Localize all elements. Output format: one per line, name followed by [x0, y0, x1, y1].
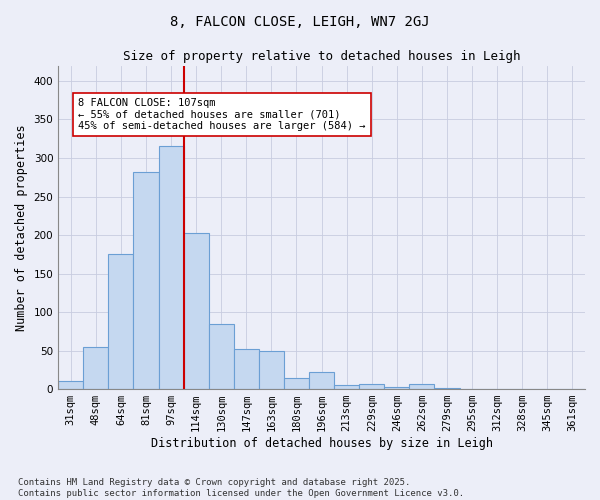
- Bar: [309, 372, 334, 389]
- X-axis label: Distribution of detached houses by size in Leigh: Distribution of detached houses by size …: [151, 437, 493, 450]
- Bar: [83, 348, 109, 389]
- Text: 8, FALCON CLOSE, LEIGH, WN7 2GJ: 8, FALCON CLOSE, LEIGH, WN7 2GJ: [170, 15, 430, 29]
- Bar: [284, 378, 309, 389]
- Bar: [234, 349, 259, 389]
- Bar: [158, 146, 184, 389]
- Bar: [209, 324, 234, 389]
- Bar: [334, 385, 359, 389]
- Bar: [133, 172, 158, 389]
- Bar: [434, 388, 460, 389]
- Bar: [184, 234, 209, 389]
- Title: Size of property relative to detached houses in Leigh: Size of property relative to detached ho…: [123, 50, 520, 63]
- Text: 8 FALCON CLOSE: 107sqm
← 55% of detached houses are smaller (701)
45% of semi-de: 8 FALCON CLOSE: 107sqm ← 55% of detached…: [78, 98, 366, 131]
- Bar: [409, 384, 434, 389]
- Bar: [359, 384, 385, 389]
- Text: Contains HM Land Registry data © Crown copyright and database right 2025.
Contai: Contains HM Land Registry data © Crown c…: [18, 478, 464, 498]
- Bar: [259, 350, 284, 389]
- Bar: [385, 387, 409, 389]
- Bar: [58, 382, 83, 389]
- Y-axis label: Number of detached properties: Number of detached properties: [15, 124, 28, 330]
- Bar: [109, 254, 133, 389]
